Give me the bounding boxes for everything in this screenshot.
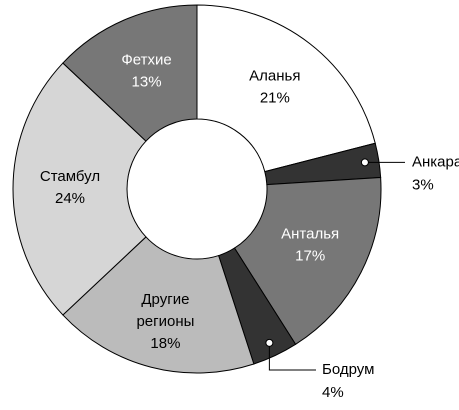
label-line: Другие xyxy=(141,291,189,308)
slice-value: 3% xyxy=(412,176,434,193)
donut-slice xyxy=(233,176,382,346)
slice-label: Другие регионы xyxy=(136,291,194,330)
slice-value: 21% xyxy=(260,90,290,107)
slice-value: 17% xyxy=(295,248,325,265)
slice-label: Анталья xyxy=(281,226,339,243)
donut-slice xyxy=(62,4,198,142)
label-line: регионы xyxy=(136,313,194,330)
leader-dot xyxy=(360,158,369,167)
slice-label: Анкара xyxy=(412,153,459,170)
slice-value: 18% xyxy=(150,335,180,352)
slice-label: Бодрум xyxy=(322,361,374,378)
leader-dot xyxy=(265,338,274,347)
slice-label: Фетхие xyxy=(121,51,171,68)
slice-label: Аланья xyxy=(249,68,300,85)
slice-value: 24% xyxy=(55,190,85,207)
donut-slice xyxy=(62,236,255,374)
slice-label: Стамбул xyxy=(40,168,100,185)
leader-line xyxy=(268,342,316,371)
donut-slice xyxy=(12,62,147,316)
slice-value: 13% xyxy=(132,73,162,90)
slice-value: 4% xyxy=(322,384,344,401)
donut-slice xyxy=(196,4,376,173)
